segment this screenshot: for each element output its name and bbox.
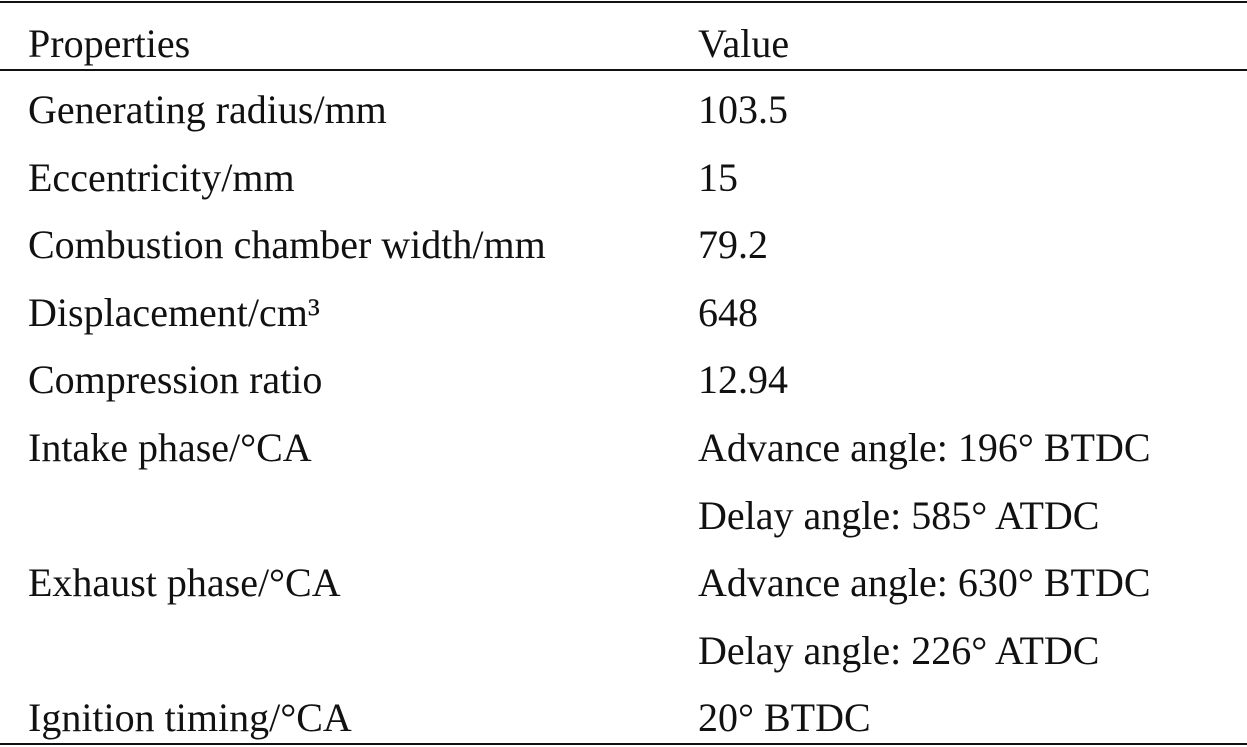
value-cell: 15 xyxy=(698,154,738,200)
value-cell: Delay angle: 226° ATDC xyxy=(698,627,1100,673)
header-cell: Properties xyxy=(28,21,191,66)
value-cell: Advance angle: 630° BTDC xyxy=(698,560,1151,606)
property-cell: Eccentricity/mm xyxy=(28,154,295,200)
value-cell: Delay angle: 585° ATDC xyxy=(698,492,1100,538)
property-cell: Displacement/cm³ xyxy=(28,289,320,335)
property-cell: Intake phase/°CA xyxy=(28,425,312,470)
value-cell: Advance angle: 196° BTDC xyxy=(698,425,1151,470)
top-rule xyxy=(0,1,1247,3)
property-cell: Generating radius/mm xyxy=(28,87,387,132)
value-cell: 79.2 xyxy=(698,222,768,268)
header-rule xyxy=(0,69,1247,71)
value-cell: 103.5 xyxy=(698,87,788,132)
value-cell: 12.94 xyxy=(698,357,788,403)
property-cell: Compression ratio xyxy=(28,357,323,403)
header-cell: Value xyxy=(698,21,790,66)
value-cell: 648 xyxy=(698,289,758,335)
property-cell: Combustion chamber width/mm xyxy=(28,222,546,268)
bottom-rule xyxy=(0,743,1247,745)
property-cell: Ignition timing/°CA xyxy=(28,695,352,741)
property-cell: Exhaust phase/°CA xyxy=(28,560,341,606)
value-cell: 20° BTDC xyxy=(698,695,871,741)
